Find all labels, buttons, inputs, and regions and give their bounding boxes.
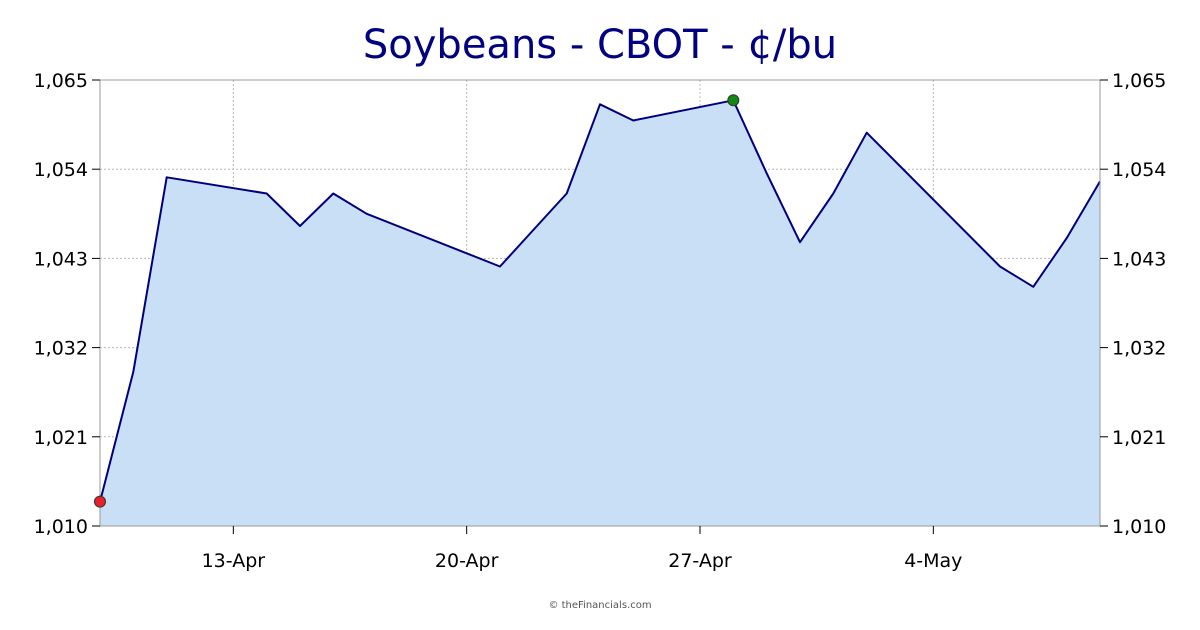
y-tick-label-right: 1,043 bbox=[1112, 248, 1166, 270]
x-tick-label: 13-Apr bbox=[202, 550, 266, 572]
y-tick-label-right: 1,032 bbox=[1112, 338, 1166, 360]
y-tick-label-left: 1,043 bbox=[34, 248, 88, 270]
y-tick-label-left: 1,054 bbox=[34, 159, 88, 181]
y-tick-label-right: 1,065 bbox=[1112, 70, 1166, 92]
chart-title: Soybeans - CBOT - ¢/bu bbox=[363, 22, 837, 68]
price-line bbox=[99, 99, 1101, 502]
y-tick-label-right: 1,021 bbox=[1112, 427, 1166, 449]
price-area-fill bbox=[100, 100, 1100, 527]
y-tick-label-right: 1,054 bbox=[1112, 159, 1166, 181]
low-marker bbox=[94, 495, 106, 508]
markers bbox=[94, 94, 740, 508]
high-marker bbox=[727, 94, 740, 107]
y-tick-label-left: 1,065 bbox=[34, 70, 88, 92]
axes: 1,010 1,010 1,021 1,021 1,032 1,032 1,043 1,043… bbox=[34, 70, 1167, 572]
y-tick-label-left: 1,021 bbox=[34, 427, 88, 449]
y-tick-label-left: 1,010 bbox=[34, 516, 88, 538]
area-series bbox=[99, 99, 1101, 527]
x-tick-label: 27-Apr bbox=[668, 550, 732, 572]
x-tick-label: 20-Apr bbox=[435, 550, 499, 572]
x-tick-label: 4-May bbox=[904, 550, 962, 572]
y-tick-label-left: 1,032 bbox=[34, 338, 88, 360]
plot-frame bbox=[99, 79, 1101, 527]
source-credit: © theFinancials.com bbox=[548, 600, 651, 611]
y-tick-label-right: 1,010 bbox=[1112, 516, 1166, 538]
